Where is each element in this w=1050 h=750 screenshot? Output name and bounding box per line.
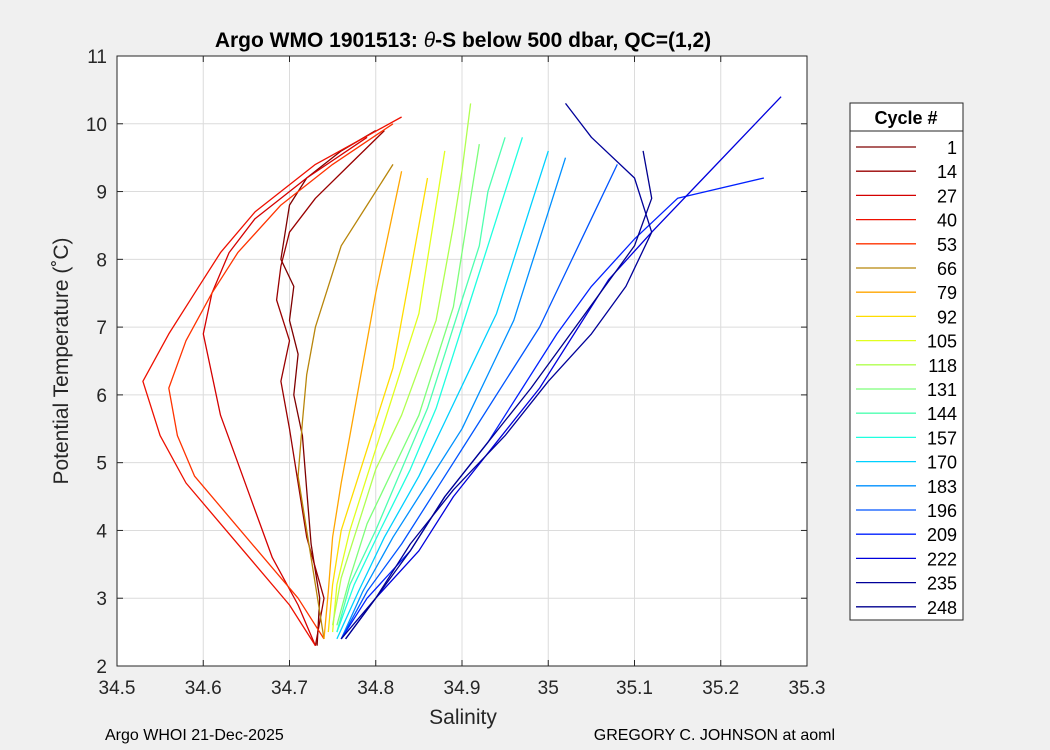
legend-entry-label: 40 bbox=[937, 211, 957, 231]
x-tick-label: 35.3 bbox=[789, 678, 826, 699]
legend-entry-label: 131 bbox=[927, 380, 957, 400]
y-tick-label: 6 bbox=[96, 386, 107, 407]
series-line-cycle-105 bbox=[331, 150, 446, 633]
y-axis-label: Potential Temperature (˚C) bbox=[50, 237, 73, 484]
y-tick-label: 2 bbox=[96, 657, 107, 678]
series-line-cycle-170 bbox=[336, 150, 549, 640]
y-tick-label: 5 bbox=[96, 454, 107, 475]
x-tick-label: 34.6 bbox=[185, 678, 222, 699]
x-tick-label: 35.2 bbox=[702, 678, 739, 699]
footer-left: Argo WHOI 21-Dec-2025 bbox=[105, 727, 284, 744]
legend-entry-label: 53 bbox=[937, 235, 957, 255]
y-tick-label: 9 bbox=[96, 183, 107, 204]
x-tick-label: 34.8 bbox=[357, 678, 394, 699]
legend-entry-label: 248 bbox=[927, 598, 957, 618]
x-tick-label: 34.7 bbox=[271, 678, 308, 699]
y-tick-label: 8 bbox=[96, 250, 107, 271]
series-line-cycle-157 bbox=[336, 137, 524, 633]
legend-title: Cycle # bbox=[874, 108, 937, 128]
series-layer bbox=[142, 96, 782, 647]
chart-title-suffix: -S below 500 dbar, QC=(1,2) bbox=[435, 29, 711, 52]
y-tick-label: 7 bbox=[96, 318, 107, 339]
series-line-cycle-92 bbox=[327, 177, 429, 633]
x-tick-label: 34.9 bbox=[444, 678, 481, 699]
legend-entry-label: 235 bbox=[927, 574, 957, 594]
series-line-cycle-235 bbox=[340, 103, 653, 640]
legend-entry-label: 183 bbox=[927, 477, 957, 497]
legend-entry-label: 105 bbox=[927, 332, 957, 352]
series-line-cycle-131 bbox=[336, 143, 480, 626]
x-tick-label: 34.5 bbox=[99, 678, 136, 699]
chart-title: Argo WMO 1901513: θ-S below 500 dbar, QC… bbox=[215, 29, 711, 52]
y-tick-label: 11 bbox=[87, 47, 107, 68]
series-line-cycle-27 bbox=[202, 136, 368, 646]
chart-title-prefix: Argo WMO 1901513: bbox=[215, 29, 424, 52]
legend-entry-label: 209 bbox=[927, 525, 957, 545]
series-line-cycle-248 bbox=[345, 150, 653, 640]
legend-entry-label: 66 bbox=[937, 259, 957, 279]
series-line-cycle-196 bbox=[340, 164, 618, 640]
series-line-cycle-14 bbox=[275, 130, 385, 646]
legend-entry-label: 118 bbox=[928, 356, 957, 376]
series-line-cycle-222 bbox=[345, 96, 782, 640]
series-line-cycle-53 bbox=[168, 123, 394, 640]
series-line-cycle-183 bbox=[340, 157, 567, 640]
y-tick-label: 4 bbox=[96, 521, 107, 542]
chart-title-theta: θ bbox=[424, 29, 436, 52]
x-tick-label: 35 bbox=[538, 678, 559, 699]
series-line-cycle-66 bbox=[297, 164, 394, 640]
legend-entry-label: 1 bbox=[947, 138, 957, 158]
legend-entry-label: 92 bbox=[937, 307, 957, 327]
legend-entry-label: 222 bbox=[927, 549, 957, 569]
series-line-cycle-118 bbox=[331, 103, 472, 626]
legend-entry-label: 14 bbox=[937, 162, 957, 182]
legend-entry-label: 170 bbox=[927, 453, 957, 473]
legend-entry-label: 157 bbox=[927, 428, 957, 448]
legend-entry-label: 144 bbox=[927, 404, 957, 424]
legend-items: 1 14 27 40 53 66 79 92 105 118 131 144 157 170 183 196 2… bbox=[856, 138, 957, 618]
y-tick-label: 3 bbox=[96, 589, 107, 610]
series-line-cycle-40 bbox=[142, 116, 402, 647]
legend-entry-label: 79 bbox=[937, 283, 957, 303]
x-tick-label: 35.1 bbox=[616, 678, 653, 699]
y-tick-label: 10 bbox=[86, 115, 107, 136]
legend-entry-label: 27 bbox=[937, 186, 957, 206]
series-line-cycle-144 bbox=[336, 137, 506, 633]
ticks-layer: 34.5 34.6 34.7 34.8 34.9 35 35.1 35.2 35.3 2 3 4 5 6 7… bbox=[86, 47, 826, 699]
series-line-cycle-1 bbox=[280, 130, 377, 646]
x-axis-label: Salinity bbox=[429, 706, 497, 729]
legend: Cycle # 1 14 27 40 53 66 79 92 105 118 131 144 157 17… bbox=[849, 102, 964, 621]
series-line-cycle-79 bbox=[323, 171, 403, 639]
footer-right: GREGORY C. JOHNSON at aoml bbox=[594, 727, 835, 744]
legend-entry-label: 196 bbox=[927, 501, 957, 521]
